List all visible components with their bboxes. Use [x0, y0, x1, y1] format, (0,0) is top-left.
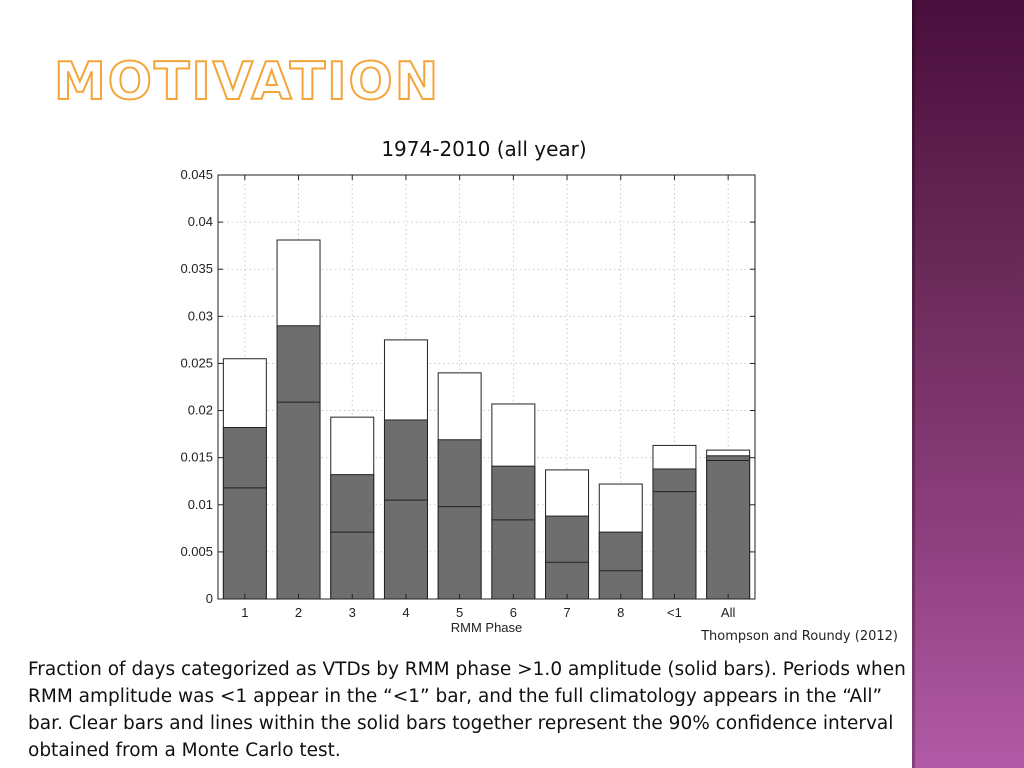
value-bar [222, 427, 267, 600]
caption: Fraction of days categorized as VTDs by … [28, 659, 906, 761]
value-bar [276, 325, 321, 600]
y-tick-label: 0.04 [188, 214, 213, 229]
x-tick-label: 2 [295, 605, 302, 620]
value-bar [437, 439, 482, 600]
chart-title: 1974-2010 (all year) [381, 137, 587, 161]
value-bar [545, 515, 590, 600]
x-tick-label: 1 [241, 605, 248, 620]
x-tick-label: 8 [617, 605, 624, 620]
x-axis-label: RMM Phase [451, 620, 523, 635]
y-tick-label: 0.03 [188, 308, 213, 323]
y-tick-label: 0.005 [180, 544, 213, 559]
x-tick-label: 7 [563, 605, 570, 620]
y-tick-label: 0.035 [180, 261, 213, 276]
decorative-side-band [912, 0, 1024, 768]
x-tick-label: 5 [456, 605, 463, 620]
y-tick-label: 0.015 [180, 450, 213, 465]
citation: Thompson and Roundy (2012) [701, 629, 898, 644]
value-bar [652, 468, 697, 600]
y-tick-label: 0.045 [180, 167, 213, 182]
value-bar [330, 474, 375, 600]
value-bar [598, 531, 643, 600]
value-bar [491, 465, 536, 600]
x-tick-label: 6 [510, 605, 517, 620]
x-tick-label: 3 [349, 605, 356, 620]
y-tick-label: 0 [206, 591, 213, 606]
x-tick-label: <1 [667, 605, 682, 620]
x-tick-label: 4 [402, 605, 409, 620]
value-bar [706, 455, 751, 600]
y-tick-label: 0.02 [188, 403, 213, 418]
y-tick-label: 0.025 [180, 355, 213, 370]
plot-frame [217, 174, 756, 600]
bar-chart: 0 0.005 0.01 0.015 0.02 0.025 0.03 0.035 0.04 0.0… [180, 167, 756, 635]
y-tick-label: 0.01 [188, 497, 213, 512]
x-tick-label: All [721, 605, 736, 620]
value-bar [383, 419, 428, 600]
slide-title: Motivation [53, 52, 441, 112]
